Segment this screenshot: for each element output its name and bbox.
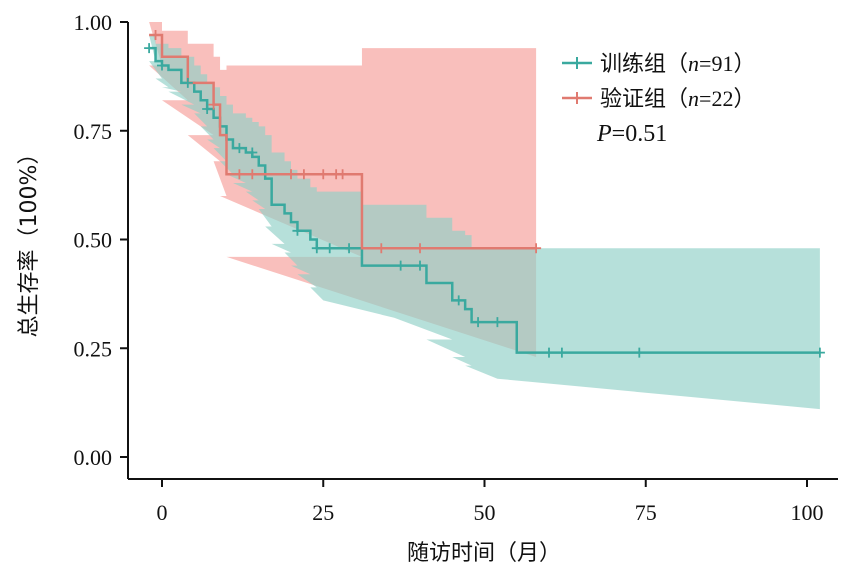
y-tick-label: 0.00	[74, 445, 113, 470]
censor-mark-train	[395, 260, 406, 271]
censor-mark-validation	[208, 99, 219, 110]
y-axis-ticks: 0.00 0.25 0.50 0.75 1.00	[74, 10, 128, 470]
legend-n-train: 91	[711, 51, 733, 76]
x-tick-label: 100	[791, 500, 824, 525]
censor-mark-validation	[318, 169, 329, 180]
x-tick-label: 75	[635, 500, 657, 525]
survival-curve-train	[149, 46, 820, 354]
censor-mark-train	[202, 104, 213, 114]
censor-mark-validation	[337, 169, 348, 180]
legend-n-validation: 22	[711, 86, 733, 111]
censor-mark-train	[473, 317, 484, 328]
legend-label-train: 训练组（n=91）	[600, 51, 755, 77]
censor-marks	[144, 30, 825, 358]
legend-label-validation: 验证组（n=22）	[600, 86, 755, 112]
censor-mark-train	[634, 347, 645, 358]
censor-mark-validation	[234, 169, 245, 180]
censor-mark-validation	[415, 243, 425, 254]
legend-item-validation: 验证组（n=22）	[562, 86, 755, 112]
x-axis-title: 随访时间（月）	[407, 541, 561, 566]
censor-mark-train	[814, 347, 825, 358]
censor-mark-train	[292, 225, 303, 236]
confidence-bands	[149, 22, 820, 410]
censor-mark-train	[311, 243, 322, 254]
censor-mark-train	[344, 243, 355, 254]
y-tick-label: 0.75	[74, 119, 113, 144]
censor-mark-train	[492, 317, 503, 328]
censor-mark-train	[157, 60, 167, 71]
legend-item-train: 训练组（n=91）	[562, 51, 755, 77]
censor-mark-train	[415, 260, 425, 271]
y-tick-label: 0.50	[74, 228, 113, 253]
x-tick-label: 50	[474, 500, 496, 525]
censor-mark-train	[453, 295, 464, 306]
legend-name-validation: 验证组	[600, 87, 666, 112]
censor-mark-train	[556, 347, 567, 358]
censor-mark-train	[144, 43, 155, 54]
legend: 训练组（n=91） 验证组（n=22） P=0.51	[562, 51, 755, 147]
y-axis-title: 总生存率（100%）	[17, 143, 42, 338]
censor-mark-validation	[286, 169, 296, 180]
censor-mark-validation	[298, 169, 309, 180]
censor-mark-train	[234, 143, 245, 154]
y-tick-label: 1.00	[74, 10, 113, 35]
x-tick-label: 25	[312, 500, 334, 525]
censor-mark-train	[247, 147, 258, 158]
censor-mark-train	[544, 347, 554, 358]
censor-mark-validation	[531, 243, 542, 254]
x-tick-label: 0	[157, 500, 168, 525]
legend-name-train: 训练组	[600, 52, 666, 77]
censor-mark-train	[324, 243, 335, 254]
censor-mark-train	[182, 77, 193, 88]
censor-mark-validation	[247, 169, 258, 180]
p-value-annotation: P=0.51	[596, 121, 667, 147]
censor-mark-validation	[150, 30, 161, 41]
x-axis-ticks: 0 25 50 75 100	[157, 479, 824, 525]
confidence-band-train	[149, 35, 820, 410]
censor-mark-validation	[376, 243, 387, 254]
y-tick-label: 0.25	[74, 336, 113, 361]
